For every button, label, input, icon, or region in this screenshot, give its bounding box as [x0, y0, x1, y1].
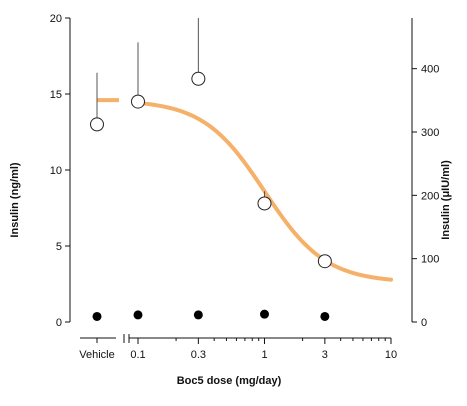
- y2-tick-label: 200: [421, 190, 439, 202]
- open-circle-point: [317, 254, 332, 269]
- y-tick-label: 10: [50, 165, 62, 177]
- open-circle-point: [191, 71, 206, 86]
- x-tick-label: 0.3: [191, 349, 206, 361]
- y2-tick-label: 300: [421, 127, 439, 139]
- x-tick-label: 0.1: [130, 349, 145, 361]
- y2-axis-label: Insulin (μIU/ml): [440, 160, 452, 240]
- filled-circle-point: [133, 310, 143, 320]
- x-tick-label: 10: [385, 349, 397, 361]
- y2-tick-label: 400: [421, 64, 439, 76]
- x-tick-label-vehicle: Vehicle: [79, 349, 114, 361]
- filled-circle-point: [260, 309, 269, 319]
- y-tick-label: 20: [50, 13, 62, 25]
- y-tick-label: 15: [50, 89, 62, 101]
- y-tick-label: 5: [56, 241, 62, 253]
- x-tick-label: 1: [261, 349, 267, 361]
- open-circle-point: [131, 94, 145, 109]
- open-circle-point: [257, 196, 272, 211]
- fit-curve-group: [97, 98, 393, 282]
- x-tick-label: 3: [322, 349, 328, 361]
- y2-tick-label: 100: [421, 254, 439, 266]
- x-axis-label: Boc5 dose (mg/day): [177, 375, 282, 387]
- filled-circle-point: [193, 310, 203, 320]
- points-group: [90, 18, 332, 321]
- y-axis-label: Insulin (ng/ml): [9, 162, 21, 237]
- filled-circle-point: [92, 311, 102, 321]
- y2-tick-label: 0: [421, 317, 427, 329]
- open-circle-point: [90, 117, 104, 132]
- y-tick-label: 0: [56, 317, 62, 329]
- filled-circle-point: [320, 311, 330, 321]
